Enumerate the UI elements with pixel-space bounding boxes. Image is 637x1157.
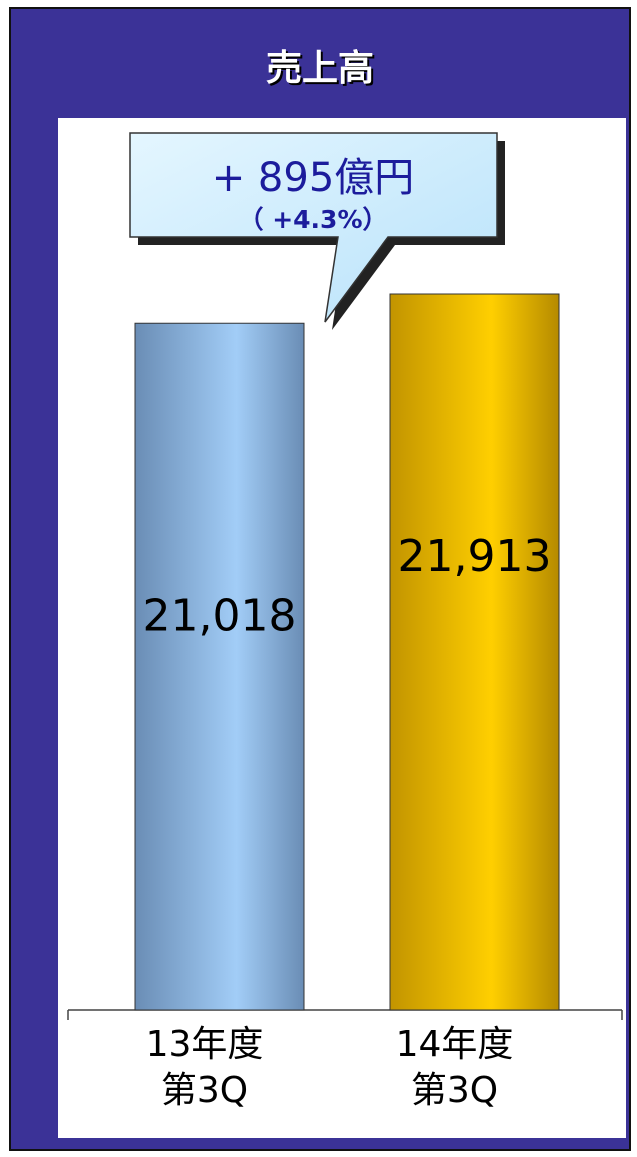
x-tick-label: 13年度 第3Q bbox=[145, 1024, 264, 1111]
value-label: 21,018 bbox=[143, 591, 297, 642]
x-tick-label: 14年度 第3Q bbox=[395, 1024, 514, 1111]
bar bbox=[134, 322, 305, 1011]
annotation: + 895億円 bbox=[212, 155, 415, 201]
callout bbox=[129, 132, 498, 323]
value-label: 21,913 bbox=[398, 531, 552, 582]
title-shadow: 売上高 bbox=[268, 50, 376, 91]
bar bbox=[389, 293, 560, 1011]
chart-title: 売上高 bbox=[266, 48, 374, 89]
annotation-sub: （ +4.3%） bbox=[239, 205, 388, 234]
